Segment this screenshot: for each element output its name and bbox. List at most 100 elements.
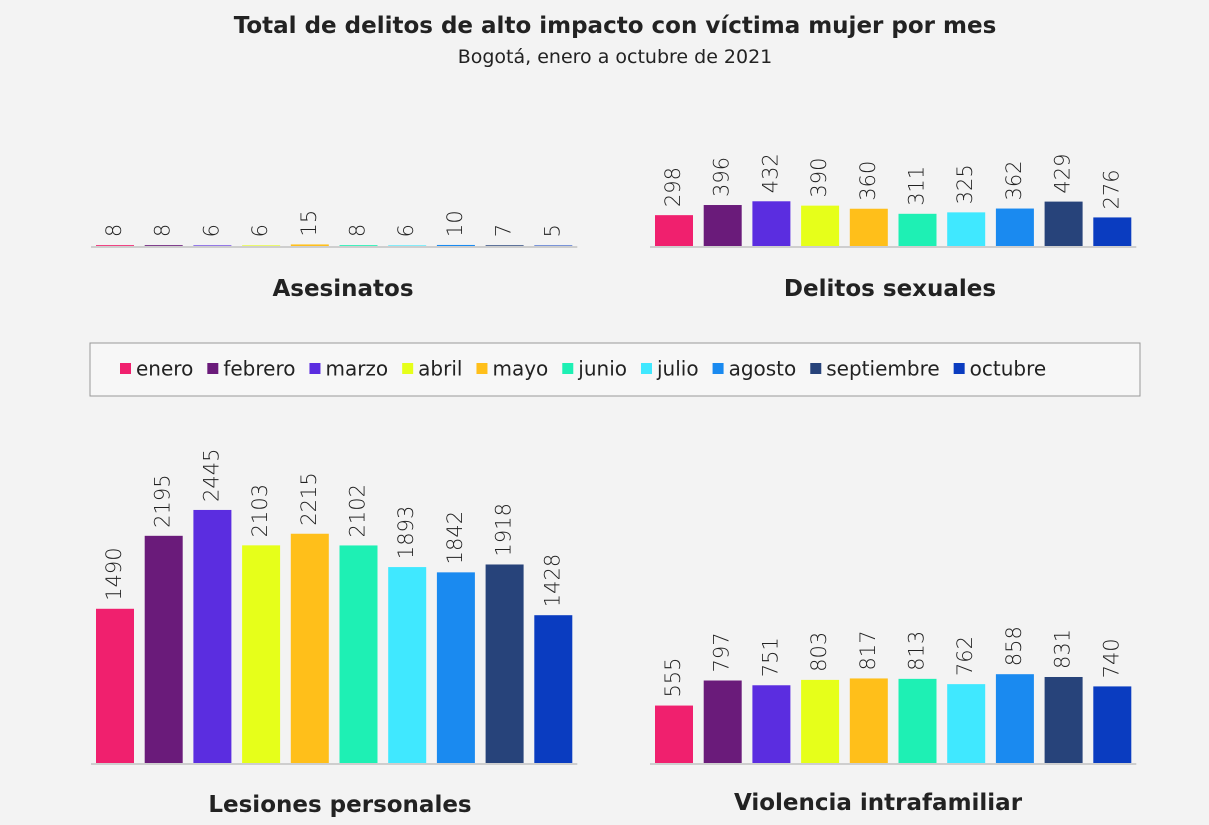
bar	[436, 244, 475, 246]
bar	[242, 545, 281, 763]
legend-swatch	[810, 363, 822, 374]
legend-label: septiembre	[826, 357, 939, 381]
bar	[242, 245, 281, 246]
value-label: 390	[807, 158, 831, 198]
bar	[144, 535, 183, 763]
value-label: 7	[492, 224, 516, 237]
panel-title: Lesiones personales	[208, 792, 471, 818]
value-label: 2195	[151, 474, 175, 527]
value-label: 1490	[102, 547, 126, 600]
legend-label: enero	[136, 357, 193, 381]
main-title: Total de delitos de alto impacto con víc…	[234, 13, 997, 39]
bar	[534, 615, 573, 763]
bar	[801, 679, 840, 763]
legend-swatch	[476, 363, 488, 374]
legend-box	[89, 342, 1141, 397]
bar	[388, 245, 427, 246]
value-label: 2102	[346, 484, 370, 537]
value-label: 751	[758, 637, 782, 677]
value-label: 797	[710, 632, 734, 672]
panel-title: Violencia intrafamiliar	[734, 790, 1023, 816]
legend-label: junio	[577, 357, 627, 381]
value-label: 311	[905, 166, 929, 206]
bar	[655, 215, 693, 246]
bar	[144, 245, 183, 246]
value-label: 817	[856, 630, 880, 670]
value-label: 8	[151, 224, 175, 237]
value-label: 429	[1051, 154, 1075, 194]
value-label: 396	[710, 157, 734, 197]
value-label: 6	[199, 224, 223, 237]
bar	[947, 212, 986, 246]
bar	[388, 567, 427, 763]
bar	[655, 705, 693, 763]
bar	[1093, 686, 1132, 763]
bar	[1093, 217, 1132, 246]
value-label: 6	[248, 224, 272, 237]
value-label: 1428	[540, 554, 564, 607]
legend-swatch	[562, 363, 574, 374]
bar	[752, 685, 791, 763]
panel-title: Asesinatos	[272, 276, 413, 302]
bar	[849, 208, 888, 246]
bar	[898, 213, 937, 246]
value-label: 6	[394, 224, 418, 237]
value-label: 8	[346, 224, 370, 237]
bar	[290, 533, 329, 763]
value-label: 831	[1051, 629, 1075, 669]
value-label: 813	[905, 631, 929, 671]
legend-swatch	[953, 363, 965, 374]
bar	[752, 201, 791, 246]
value-label: 15	[297, 210, 321, 237]
value-label: 360	[856, 161, 880, 201]
bar	[849, 678, 888, 763]
subtitle: Bogotá, enero a octubre de 2021	[458, 46, 773, 68]
legend-swatch	[640, 363, 652, 374]
value-label: 1893	[394, 506, 418, 559]
bar	[898, 678, 937, 763]
bar	[534, 245, 573, 246]
value-label: 298	[661, 167, 685, 207]
value-label: 2215	[297, 472, 321, 525]
bar	[995, 208, 1034, 246]
bar	[703, 205, 742, 246]
value-label: 803	[807, 632, 831, 672]
legend-swatch	[712, 363, 724, 374]
value-label: 362	[1002, 160, 1026, 200]
value-label: 1918	[492, 503, 516, 556]
legend-label: mayo	[492, 357, 548, 381]
legend-label: marzo	[325, 357, 388, 381]
value-label: 325	[953, 164, 977, 204]
legend-label: abril	[418, 357, 462, 381]
legend-label: agosto	[729, 357, 797, 381]
value-label: 276	[1099, 169, 1123, 209]
value-label: 740	[1099, 638, 1123, 678]
bar	[485, 564, 524, 763]
bar	[193, 245, 232, 246]
panel-title: Delitos sexuales	[784, 276, 996, 302]
value-label: 2103	[248, 484, 272, 537]
bar	[485, 245, 524, 246]
legend-swatch	[309, 363, 321, 374]
legend-swatch	[207, 363, 219, 374]
bar	[947, 684, 986, 763]
value-label: 1842	[443, 511, 467, 564]
value-label: 555	[661, 657, 685, 697]
bar	[436, 572, 475, 763]
value-label: 858	[1002, 626, 1026, 666]
bar	[801, 205, 840, 246]
bar	[1044, 201, 1083, 246]
bar	[1044, 676, 1083, 763]
value-label: 762	[953, 636, 977, 676]
bar	[703, 680, 742, 763]
value-label: 432	[758, 153, 782, 193]
value-label: 2445	[199, 448, 223, 501]
bar	[193, 509, 232, 763]
value-label: 8	[102, 224, 126, 237]
bar	[995, 674, 1034, 763]
bar	[290, 244, 329, 246]
bar	[96, 608, 134, 763]
value-label: 5	[540, 224, 564, 237]
